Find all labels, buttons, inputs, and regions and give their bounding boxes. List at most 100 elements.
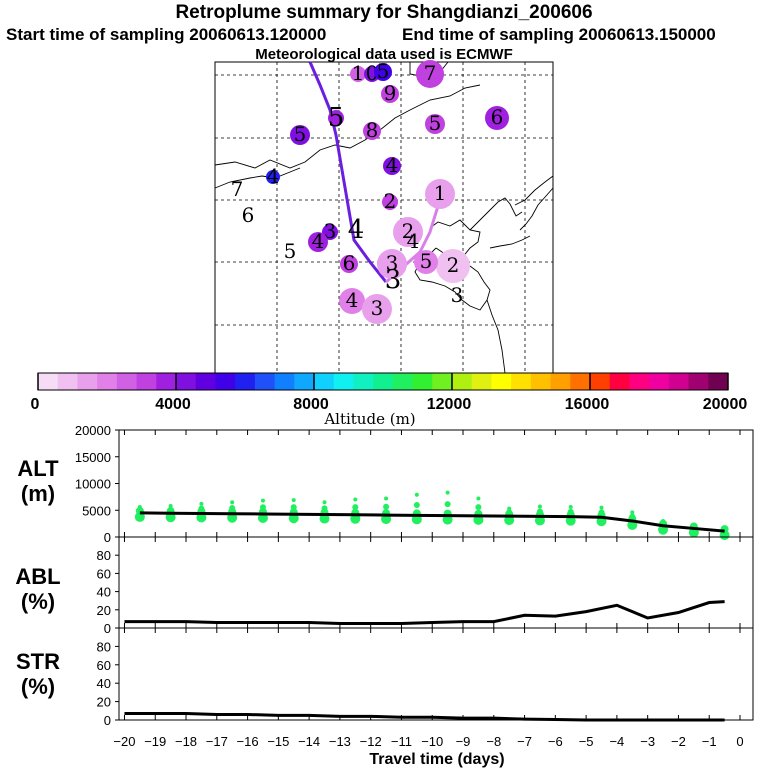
cluster-label: 4 [348,215,365,245]
cluster-marker [328,110,344,126]
colorbar-swatch [491,373,512,390]
y-tick-label: 20 [97,695,111,710]
cluster-label: 3 [386,251,399,275]
alt-point [598,509,605,516]
panel-frame [118,536,754,629]
colorbar-swatch [254,373,276,390]
cluster-label: 3 [451,283,464,307]
alt-point [507,506,512,511]
cluster-marker [425,114,445,134]
x-tick-label: −16 [237,734,259,749]
colorbar-swatch [195,373,216,390]
y-tick-label: 10000 [75,477,111,492]
cluster-label: 2 [384,189,397,213]
trajectory-dark [308,61,388,283]
alt-point [230,500,235,505]
alt-point [506,509,513,516]
cluster-label: 8 [366,118,379,142]
cluster-label: 1 [352,61,365,85]
alt-point [167,506,174,513]
alt-point [290,504,297,511]
cluster-label: 0 [366,61,379,85]
cluster-label: 2 [447,253,460,277]
time-series-panels: 0 5000 10000 15000 20000 0 20 40 60 80 0 20 40 60 80 −2… [75,423,754,768]
panel-series-line [124,712,725,722]
y-tick-label: 80 [97,639,111,654]
colorbar-tick-label: 4000 [155,396,191,413]
colorbar-swatch [392,373,414,390]
x-tick-label: −3 [640,734,655,749]
alt-point [322,500,327,505]
met-data-label: Meteorological data used is ECMWF [255,46,513,63]
colorbar-swatch [511,373,532,390]
alt-point [691,522,696,527]
colorbar-swatch [629,373,650,390]
colorbar-swatch [668,373,690,390]
cluster-marker [381,85,399,103]
x-tick-label: −6 [548,734,563,749]
y-tick-label: 0 [104,530,111,545]
y-tick-label: 60 [97,566,111,581]
x-tick-label: −17 [206,734,228,749]
abl-panel-label-top: ABL [15,564,61,589]
alt-point [259,504,266,511]
cluster-label: 4 [386,153,399,177]
alt-point [198,505,205,512]
cluster-label: 4 [312,229,325,253]
x-tick-label: −2 [671,734,686,749]
x-tick-label: −15 [267,734,289,749]
x-tick-label: −20 [113,734,135,749]
alt-point [630,510,635,515]
colorbar-tick-label: 12000 [427,396,472,413]
x-tick-label: −7 [517,734,532,749]
str-panel-label-unit: (%) [20,674,56,699]
colorbar-tick-label: 20000 [703,396,748,413]
colorbar-swatch [550,373,571,390]
colorbar-swatch [432,373,453,390]
y-tick-label: 80 [97,548,111,563]
x-tick-label: −10 [421,734,443,749]
y-tick-label: 40 [97,585,111,600]
cluster-marker [436,249,470,283]
cluster-marker [414,250,438,274]
cluster-marker [340,255,358,273]
alt-point [599,505,604,510]
cluster-marker [350,66,366,82]
alt-point [719,530,730,541]
y-tick-label: 5000 [82,503,111,518]
colorbar-swatch [156,373,177,390]
colorbar-swatch [609,373,630,390]
cluster-marker [382,194,398,210]
cluster-label: 9 [384,81,397,105]
y-tick-label: 40 [97,676,111,691]
cluster-label: 4 [267,164,280,188]
y-tick-label: 60 [97,658,111,673]
x-tick-label: −14 [298,734,320,749]
abl-panel-label-unit: (%) [20,589,56,614]
alt-point [722,525,727,530]
cluster-label: 4 [346,288,359,312]
y-tick-label: 20 [97,603,111,618]
colorbar-swatch [116,373,138,390]
cluster-marker [485,106,509,130]
alt-mean-line [139,511,725,533]
alt-point [199,501,204,506]
colorbar-swatch [314,373,335,390]
colorbar-swatch [176,373,197,390]
cluster-marker [362,294,392,324]
cluster-marker [416,60,444,88]
alt-point [629,513,636,520]
cluster-label: 5 [328,103,345,133]
alt-point [568,505,573,510]
panel-series-line [124,600,725,625]
colorbar-swatch [136,373,157,390]
end-time-label: End time of sampling 20060613.150000 [402,25,716,44]
x-tick-label: −8 [486,734,501,749]
cluster-marker [374,63,392,81]
cluster-marker [425,179,455,209]
colorbar-swatch [333,373,354,390]
cluster-label: 6 [343,251,356,275]
x-tick-label: −18 [175,734,197,749]
